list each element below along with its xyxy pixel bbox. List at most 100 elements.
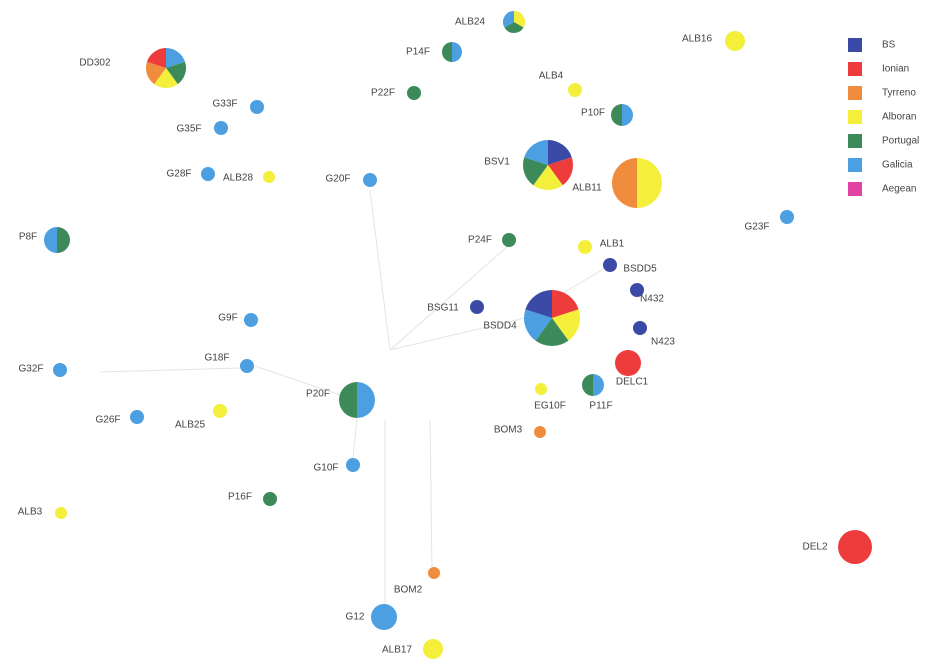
edge: [429, 419, 433, 571]
node-label: ALB24: [455, 17, 485, 28]
pie-slice: [612, 158, 637, 208]
node-label: G10F: [313, 463, 338, 474]
node: ALB16: [682, 31, 745, 51]
pie-slice: [154, 68, 178, 89]
node: G12: [346, 604, 397, 630]
pie-slice: [582, 374, 593, 396]
node-circle: [630, 283, 644, 297]
node-circle: [240, 359, 254, 373]
node: BSDD5: [603, 258, 657, 275]
pie-slice: [524, 140, 548, 165]
node: BSV1: [484, 140, 573, 190]
node-label: G33F: [212, 99, 237, 110]
pie-slice: [622, 104, 633, 126]
legend-label: Tyrreno: [882, 88, 916, 99]
node-circle: [213, 404, 227, 418]
node: DEL2: [802, 530, 872, 564]
node-circle: [535, 383, 547, 395]
node: G26F: [95, 410, 144, 426]
node: ALB24: [455, 11, 526, 34]
pie-slice: [514, 11, 526, 28]
node-label: G23F: [744, 222, 769, 233]
node: ALB1: [578, 239, 625, 254]
node-circle: [615, 350, 641, 376]
node-label: ALB25: [175, 420, 205, 431]
node-label: P11F: [589, 401, 612, 412]
node-circle: [263, 171, 275, 183]
pie-slice: [535, 318, 569, 346]
edge: [389, 244, 510, 351]
edge: [369, 189, 391, 351]
node-label: DELC1: [616, 377, 649, 388]
node-label: P24F: [468, 235, 492, 246]
node-circle: [423, 639, 443, 659]
legend-swatch: [848, 134, 862, 148]
node: BOM2: [394, 567, 440, 596]
node-circle: [363, 173, 377, 187]
node: N432: [630, 283, 664, 305]
node-label: BSDD5: [623, 264, 657, 275]
node: ALB4: [539, 71, 582, 97]
node-label: BSG11: [427, 303, 459, 314]
node-label: G26F: [95, 415, 120, 426]
node-label: ALB1: [600, 239, 625, 250]
node-label: ALB11: [572, 183, 602, 194]
pie-slice: [523, 157, 548, 186]
node-circle: [263, 492, 277, 506]
node: DELC1: [615, 350, 649, 388]
node-circle: [633, 321, 647, 335]
node-label: BSV1: [484, 157, 510, 168]
pie-slice: [552, 290, 579, 318]
node-label: DD302: [79, 58, 111, 69]
node-circle: [502, 233, 516, 247]
pie-slice: [637, 158, 662, 208]
node: G32F: [18, 363, 67, 377]
pie-slice: [611, 104, 622, 126]
node-circle: [725, 31, 745, 51]
node-label: BSDD4: [483, 321, 517, 332]
node-circle: [407, 86, 421, 100]
legend-swatch: [848, 38, 862, 52]
pie-slice: [44, 227, 57, 253]
pie-slice: [57, 227, 70, 253]
node: P14F: [406, 42, 462, 62]
node-circle: [534, 426, 546, 438]
pie-slice: [548, 157, 573, 186]
node: G28F: [166, 167, 215, 181]
node: BOM3: [494, 425, 546, 438]
node-label: G12: [346, 612, 365, 623]
pie-slice: [146, 48, 166, 68]
node-label: G18F: [204, 353, 229, 364]
pie-slice: [442, 42, 452, 62]
legend-swatch: [848, 62, 862, 76]
node-label: ALB16: [682, 34, 712, 45]
node-label: P14F: [406, 47, 430, 58]
legend-label: BS: [882, 40, 896, 51]
legend-label: Aegean: [882, 184, 916, 195]
legend-swatch: [848, 86, 862, 100]
legend-label: Ionian: [882, 64, 909, 75]
node-label: G28F: [166, 169, 191, 180]
pie-slice: [548, 140, 572, 165]
node-circle: [244, 313, 258, 327]
node-label: G35F: [176, 124, 201, 135]
pie-slice: [552, 309, 580, 341]
node-label: P22F: [371, 88, 395, 99]
legend-swatch: [848, 158, 862, 172]
node-circle: [470, 300, 484, 314]
edge: [99, 367, 241, 373]
node: BSDD4: [483, 290, 580, 346]
legend-swatch: [848, 110, 862, 124]
node: P20F: [306, 382, 375, 418]
pie-slice: [593, 374, 604, 396]
node-circle: [603, 258, 617, 272]
legend-label: Portugal: [882, 136, 919, 147]
node-circle: [578, 240, 592, 254]
node-circle: [250, 100, 264, 114]
node-label: G32F: [18, 364, 43, 375]
node-circle: [838, 530, 872, 564]
node-label: BOM2: [394, 585, 423, 596]
pie-slice: [357, 382, 375, 418]
pie-slice: [452, 42, 462, 62]
node: ALB11: [572, 158, 662, 208]
